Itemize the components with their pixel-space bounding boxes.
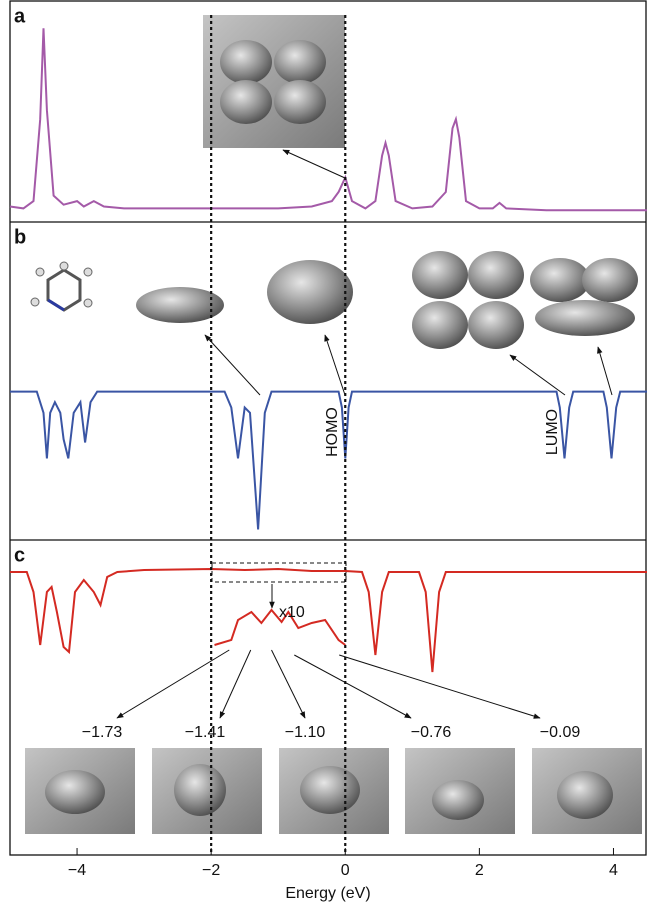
panel-label: c [14,544,25,566]
molecule-images [30,251,638,349]
annotation-arrow [339,654,541,719]
orbital-image [203,15,345,148]
magnification-label: x10 [279,604,305,621]
annotation-label: −0.09 [540,724,581,741]
annotation-label: −1.10 [285,724,326,741]
spectrum-line [10,567,647,673]
zoom-box [211,562,347,583]
panel-label: b [14,226,26,248]
orbital-label: LUMO [544,409,561,455]
arrow [282,149,346,179]
x-tick-label: 2 [475,862,484,879]
x-tick-label: 0 [341,862,350,879]
annotation-arrow [219,649,252,719]
panel-label: a [14,5,26,27]
annotation-arrow [294,654,412,719]
annotation-label: −1.41 [185,724,226,741]
annotation-label: −0.76 [411,724,452,741]
annotation-arrow [271,649,306,719]
orbital-label: HOMO [324,407,341,457]
x-tick-label: 4 [609,862,618,879]
spectrum-line [9,28,647,212]
spectrum-line [214,608,346,646]
x-axis-title: Energy (eV) [285,885,370,902]
annotation-arrow [116,649,230,719]
annotation-label: −1.73 [82,724,123,741]
orbital-thumbnails [25,748,642,834]
arrows [204,334,613,396]
spectrum-line [10,390,647,530]
frame [9,0,647,856]
x-tick-label: −4 [68,862,86,879]
x-tick-label: −2 [202,862,220,879]
